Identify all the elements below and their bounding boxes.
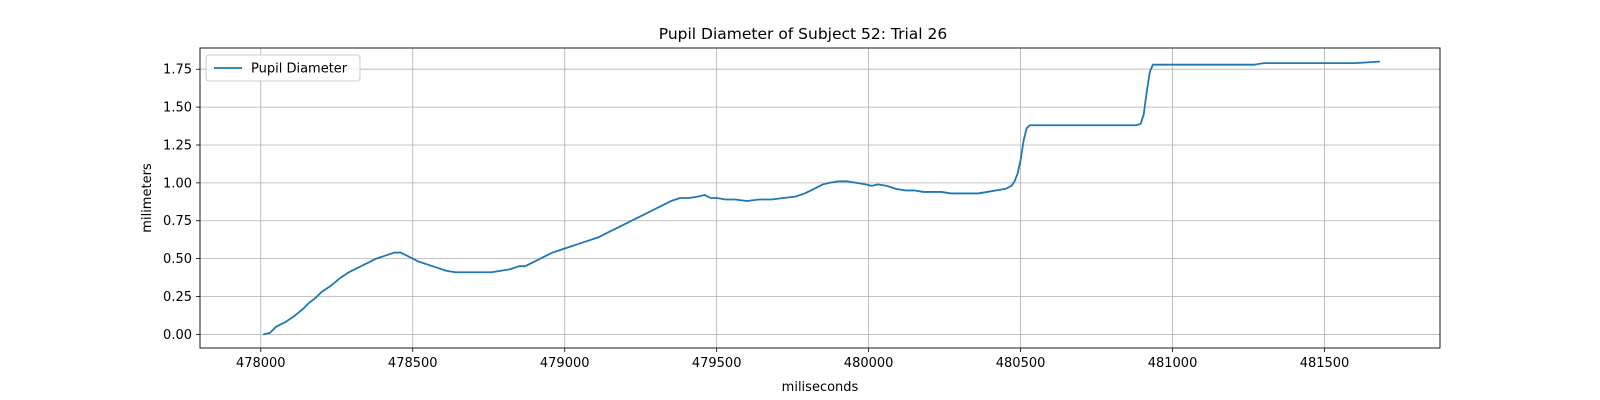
y-tick-label: 1.00 [163, 176, 192, 191]
x-tick-label: 481500 [1300, 356, 1350, 371]
y-axis-ticks: 0.00 0.25 0.50 0.75 1.00 1.25 1.50 1.75 [163, 63, 200, 343]
x-tick-label: 481000 [1148, 356, 1198, 371]
x-tick-label: 479000 [540, 356, 590, 371]
legend-box [205, 54, 361, 82]
grid [200, 48, 1440, 348]
x-axis-ticks: 478000 478500 479000 479500 480000 480500 4810… [236, 348, 1349, 371]
legend-label-pupil-diameter: Pupil Diameter [251, 62, 348, 77]
y-tick-label: 0.50 [163, 252, 192, 267]
y-tick-label: 0.75 [163, 214, 192, 229]
plot-frame [199, 47, 1441, 349]
y-tick-label: 1.25 [163, 138, 192, 153]
y-tick-label: 0.25 [163, 290, 192, 305]
x-tick-label: 480500 [996, 356, 1046, 371]
y-axis-title: milimeters [140, 163, 155, 233]
plot-area [200, 48, 1440, 348]
series-line-pupil-diameter [262, 60, 1381, 336]
legend: Pupil Diameter [205, 54, 361, 82]
y-tick-label: 1.75 [163, 63, 192, 78]
x-tick-label: 478000 [236, 356, 286, 371]
series-layer [262, 60, 1381, 336]
x-tick-label: 478500 [388, 356, 438, 371]
chart-title: Pupil Diameter of Subject 52: Trial 26 [659, 25, 948, 43]
y-tick-label: 1.50 [163, 101, 192, 116]
y-tick-label: 0.00 [163, 328, 192, 343]
x-tick-label: 479500 [692, 356, 742, 371]
x-tick-label: 480000 [844, 356, 894, 371]
x-axis-title: miliseconds [782, 380, 859, 395]
